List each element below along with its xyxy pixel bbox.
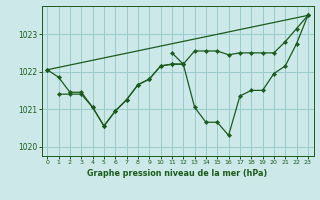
- X-axis label: Graphe pression niveau de la mer (hPa): Graphe pression niveau de la mer (hPa): [87, 169, 268, 178]
